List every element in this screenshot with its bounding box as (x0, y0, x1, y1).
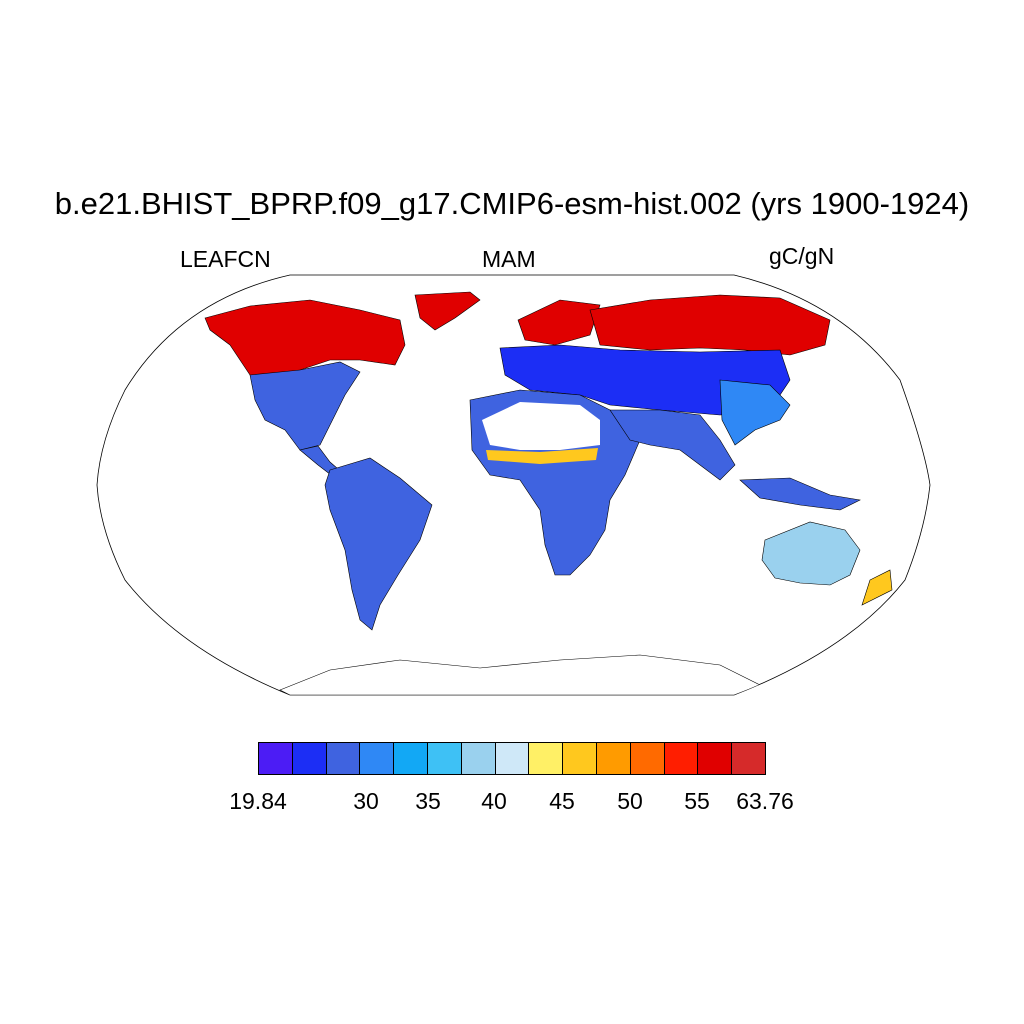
region-south-asia (609, 409, 736, 481)
region-sahara-desert (482, 402, 600, 450)
colorbar-tick-label: 50 (617, 788, 643, 814)
region-siberia (589, 294, 831, 356)
colorbar-swatch (528, 742, 564, 775)
region-conterminous-us (249, 361, 361, 451)
region-new-zealand (861, 569, 893, 606)
region-antarctica (279, 654, 761, 695)
season-label: MAM (482, 246, 536, 272)
region-south-america (324, 457, 433, 631)
colorbar-tick-label: 45 (549, 788, 575, 814)
colorbar-tick-label: 30 (353, 788, 379, 814)
colorbar-swatch (731, 742, 766, 775)
region-sahel-band (486, 448, 598, 464)
region-australia (761, 521, 861, 586)
colorbar-tick-label: 63.76 (736, 788, 794, 814)
colorbar-swatch (663, 742, 699, 775)
colorbar-swatch (494, 742, 530, 775)
colorbar-swatch (629, 742, 665, 775)
colorbar-swatch (325, 742, 361, 775)
colorbar-tick-label: 35 (415, 788, 441, 814)
colorbar-swatch (258, 742, 293, 775)
colorbar-swatch (427, 742, 462, 775)
colorbar-swatch (460, 742, 496, 775)
colorbar-tick-label: 19.84 (229, 788, 287, 814)
page-title: b.e21.BHIST_BPRP.f09_g17.CMIP6-esm-hist.… (54, 186, 970, 221)
colorbar-swatch (393, 742, 428, 775)
colorbar-swatch (596, 742, 631, 775)
variable-label: LEAFCN (180, 246, 271, 272)
colorbar-tick-label: 55 (684, 788, 710, 814)
region-boreal-north-america (204, 299, 406, 379)
region-maritime-continent (739, 477, 861, 511)
units-label: gC/gN (769, 243, 835, 269)
colorbar-swatch (291, 742, 327, 775)
colorbar-swatch (562, 742, 597, 775)
colorbar-swatch (697, 742, 733, 775)
colorbar-swatch (359, 742, 395, 775)
region-east-asia (719, 379, 791, 446)
region-europe-north (517, 299, 601, 346)
colorbar-tick-label: 40 (481, 788, 507, 814)
region-greenland-coast (414, 291, 481, 331)
